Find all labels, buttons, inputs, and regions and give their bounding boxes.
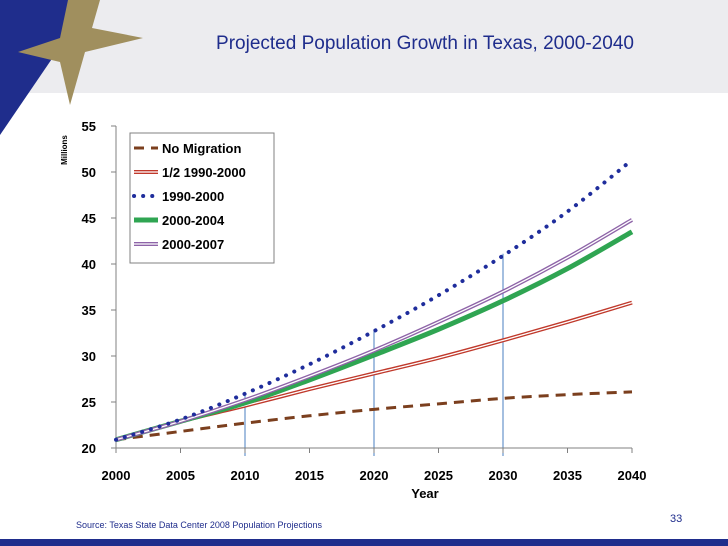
legend-label: 1990-2000: [162, 189, 224, 204]
x-tick-label: 2035: [553, 468, 582, 483]
x-axis-title: Year: [411, 486, 438, 501]
x-tick-label: 2010: [231, 468, 260, 483]
header-band: [0, 0, 728, 93]
bottom-bar: [0, 539, 728, 546]
series-line-2: [114, 158, 634, 442]
x-tick-label: 2040: [618, 468, 647, 483]
series-line-4-inner: [115, 219, 633, 441]
series-line-0: [115, 390, 633, 442]
x-tick-label: 2025: [424, 468, 453, 483]
series-layer: [114, 158, 634, 443]
source-note: Source: Texas State Data Center 2008 Pop…: [76, 520, 322, 530]
x-tick-label: 2005: [166, 468, 195, 483]
y-tick-label: 30: [82, 349, 96, 364]
y-tick-label: 20: [82, 441, 96, 456]
x-tick-label: 2015: [295, 468, 324, 483]
y-tick-label: 45: [82, 211, 96, 226]
x-tick-label: 2030: [489, 468, 518, 483]
legend-label: 2000-2004: [162, 213, 225, 228]
legend-label: 2000-2007: [162, 237, 224, 252]
slide-title: Projected Population Growth in Texas, 20…: [216, 33, 634, 54]
page-number: 33: [670, 513, 683, 525]
star-shape: [18, 0, 143, 105]
x-tick-label: 2000: [102, 468, 131, 483]
y-axis-title: Millions: [60, 135, 69, 165]
x-tick-label: 2020: [360, 468, 389, 483]
y-tick-label: 40: [82, 257, 96, 272]
y-tick-label: 55: [82, 119, 96, 134]
legend: No Migration 1/2 1990-2000 1990-2000 2000-2…: [129, 132, 275, 264]
legend-box: [129, 132, 275, 264]
star-logo-icon: [0, 0, 143, 135]
y-tick-label: 50: [82, 165, 96, 180]
legend-label: 1/2 1990-2000: [162, 165, 246, 180]
y-tick-label: 25: [82, 395, 96, 410]
legend-label: No Migration: [162, 141, 241, 156]
y-tick-label: 35: [82, 303, 96, 318]
